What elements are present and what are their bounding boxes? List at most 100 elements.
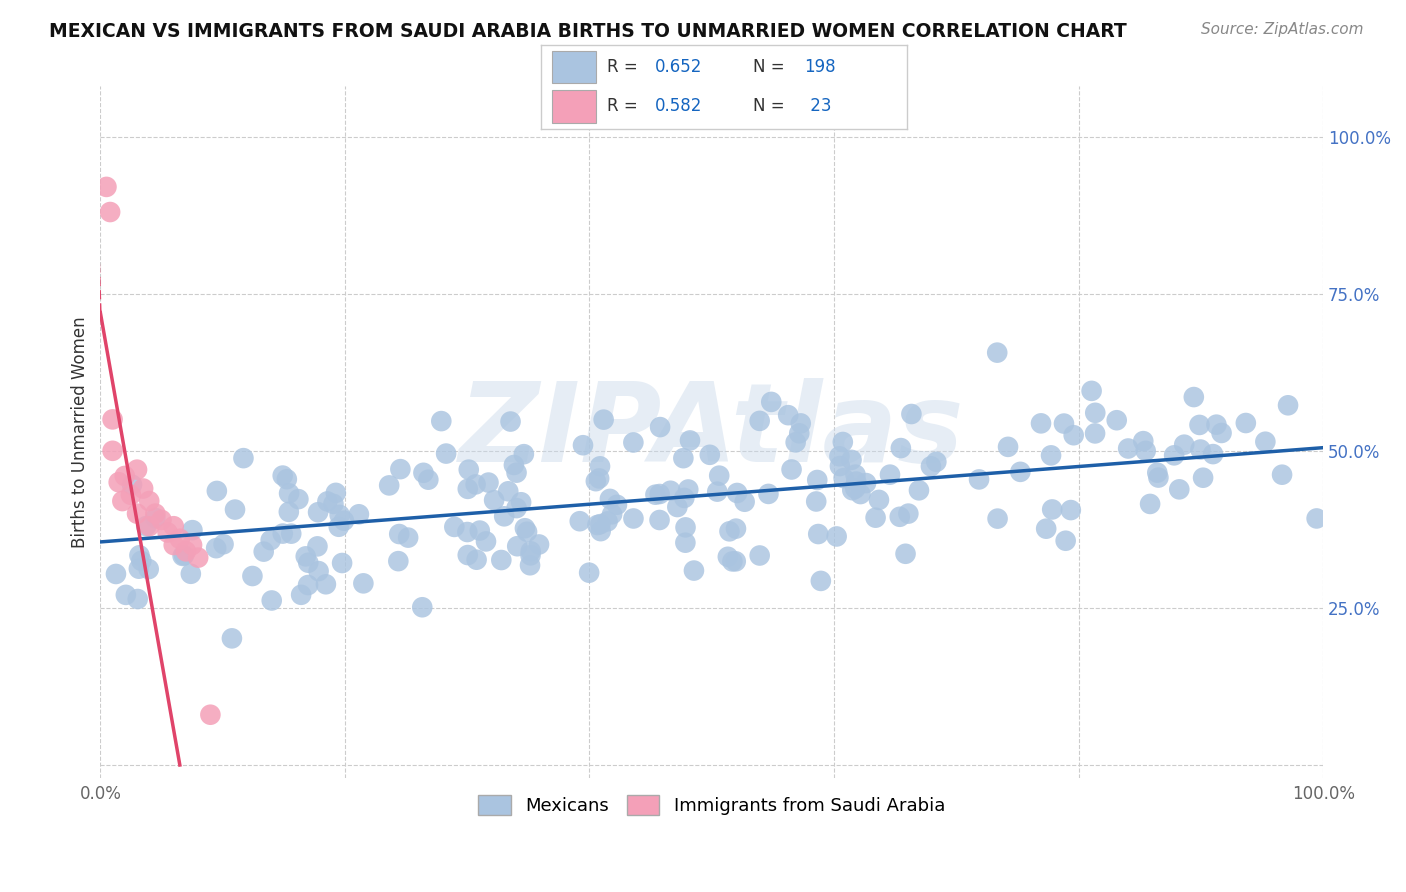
- Point: [253, 544, 276, 558]
- Text: ZIPAtlas: ZIPAtlas: [458, 378, 965, 485]
- Point: [721, 554, 744, 568]
- Point: [841, 483, 863, 498]
- Point: [758, 487, 780, 501]
- Point: [623, 511, 645, 525]
- Point: [457, 548, 479, 562]
- Point: [734, 494, 756, 508]
- Point: [352, 576, 374, 591]
- Point: [659, 483, 682, 498]
- Point: [163, 519, 186, 533]
- Point: [1132, 434, 1154, 449]
- Point: [475, 534, 498, 549]
- FancyBboxPatch shape: [553, 90, 596, 122]
- Point: [855, 476, 877, 491]
- Point: [505, 466, 527, 480]
- Point: [588, 471, 610, 485]
- Point: [307, 540, 329, 554]
- Point: [678, 483, 700, 497]
- Point: [1135, 443, 1157, 458]
- Point: [832, 471, 855, 485]
- Point: [499, 415, 522, 429]
- Point: [748, 549, 770, 563]
- Point: [163, 538, 186, 552]
- Point: [156, 525, 179, 540]
- Point: [807, 527, 830, 541]
- Point: [1054, 533, 1077, 548]
- Point: [1035, 522, 1057, 536]
- Point: [505, 501, 527, 516]
- Point: [101, 443, 124, 458]
- Point: [589, 524, 612, 538]
- Point: [260, 593, 283, 607]
- Point: [456, 524, 478, 539]
- Point: [287, 492, 309, 507]
- Point: [621, 435, 644, 450]
- Text: 198: 198: [804, 59, 837, 77]
- FancyBboxPatch shape: [553, 51, 596, 83]
- Point: [572, 438, 595, 452]
- Point: [1189, 442, 1212, 457]
- Point: [986, 345, 1008, 359]
- Point: [181, 523, 204, 537]
- Point: [1116, 442, 1139, 456]
- Text: 0.652: 0.652: [655, 59, 702, 77]
- Point: [221, 632, 243, 646]
- Point: [644, 488, 666, 502]
- Point: [114, 469, 136, 483]
- Point: [585, 474, 607, 488]
- Point: [1254, 434, 1277, 449]
- Point: [828, 459, 851, 474]
- Point: [519, 558, 541, 573]
- Point: [828, 450, 851, 464]
- Text: N =: N =: [754, 97, 790, 115]
- Point: [1063, 428, 1085, 442]
- Text: N =: N =: [754, 59, 790, 77]
- Text: 23: 23: [804, 97, 831, 115]
- Point: [181, 538, 204, 552]
- Point: [761, 395, 783, 409]
- Point: [307, 505, 329, 519]
- Point: [315, 577, 337, 591]
- Point: [491, 553, 513, 567]
- Point: [290, 588, 312, 602]
- Point: [778, 408, 800, 422]
- Point: [718, 524, 741, 539]
- Point: [101, 412, 124, 426]
- Point: [120, 488, 142, 502]
- Point: [1173, 438, 1195, 452]
- Point: [806, 473, 828, 487]
- Point: [98, 205, 121, 219]
- Point: [844, 467, 866, 482]
- Point: [418, 473, 440, 487]
- Point: [1205, 417, 1227, 432]
- Text: R =: R =: [607, 97, 643, 115]
- Point: [174, 544, 197, 558]
- Point: [388, 527, 411, 541]
- Point: [780, 462, 803, 476]
- Point: [1234, 416, 1257, 430]
- Point: [706, 484, 728, 499]
- Point: [997, 440, 1019, 454]
- Point: [135, 519, 157, 533]
- Point: [131, 554, 153, 568]
- Point: [606, 498, 628, 512]
- Point: [845, 475, 868, 489]
- Point: [434, 447, 457, 461]
- Point: [330, 556, 353, 570]
- Point: [506, 539, 529, 553]
- Point: [1010, 465, 1032, 479]
- Point: [1192, 471, 1215, 485]
- Point: [787, 426, 810, 441]
- Point: [232, 451, 254, 466]
- Point: [709, 468, 731, 483]
- Point: [666, 500, 689, 514]
- Point: [672, 451, 695, 466]
- Point: [1040, 449, 1063, 463]
- Point: [205, 541, 228, 556]
- Point: [683, 564, 706, 578]
- Point: [378, 478, 401, 492]
- Point: [1029, 417, 1052, 431]
- Point: [389, 462, 412, 476]
- Point: [513, 447, 536, 461]
- Point: [589, 459, 612, 474]
